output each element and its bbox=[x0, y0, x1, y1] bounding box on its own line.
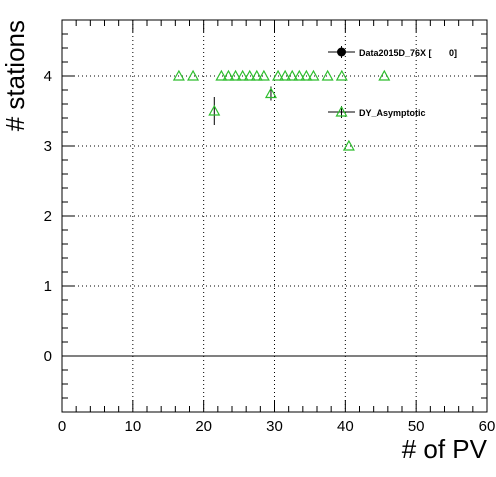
data-point-marker bbox=[257, 69, 270, 81]
x-tick-label: 50 bbox=[408, 418, 425, 435]
data-point-marker bbox=[250, 69, 263, 81]
grid-layer bbox=[62, 20, 487, 412]
y-tick-label: 0 bbox=[44, 348, 52, 365]
legend-label: Data2015D_76X [ 0] bbox=[359, 48, 457, 58]
x-tick-label: 40 bbox=[337, 418, 354, 435]
legend-marker-triangle bbox=[335, 105, 348, 117]
data-point-marker bbox=[172, 69, 185, 81]
y-axis-label: # stations bbox=[0, 20, 30, 131]
y-tick-label: 2 bbox=[44, 208, 52, 225]
legend-label: DY_Asymptotic bbox=[359, 108, 426, 118]
data-point-marker bbox=[300, 69, 313, 81]
x-axis-label: # of PV bbox=[402, 434, 488, 464]
data-point-marker bbox=[264, 87, 277, 99]
x-tick-label: 30 bbox=[266, 418, 283, 435]
data-point-marker bbox=[279, 69, 292, 81]
y-tick-label: 4 bbox=[44, 68, 52, 85]
data-point-marker bbox=[229, 69, 242, 81]
ticks-layer: 0 10 20 30 40 50 60 0 1 2 3 4 bbox=[44, 19, 496, 435]
data-point-marker bbox=[208, 104, 221, 116]
data-point-marker bbox=[286, 69, 299, 81]
legend-marker-circle bbox=[337, 47, 346, 57]
x-tick-label: 10 bbox=[124, 418, 141, 435]
marks-layer bbox=[172, 69, 391, 151]
data-point-marker bbox=[378, 69, 391, 81]
data-point-marker bbox=[321, 69, 334, 81]
data-point-marker bbox=[272, 69, 285, 81]
x-tick-label: 60 bbox=[479, 418, 496, 435]
data-point-marker bbox=[293, 69, 306, 81]
data-point-marker bbox=[243, 69, 256, 81]
data-point-marker bbox=[335, 69, 348, 81]
data-point-marker bbox=[222, 69, 235, 81]
x-tick-label: 20 bbox=[195, 418, 212, 435]
y-tick-label: 1 bbox=[44, 278, 52, 295]
data-point-marker bbox=[236, 69, 249, 81]
data-point-marker bbox=[187, 69, 200, 81]
y-tick-label: 3 bbox=[44, 138, 52, 155]
x-tick-label: 0 bbox=[58, 418, 66, 435]
legend: Data2015D_76X [ 0] DY_Asymptotic bbox=[328, 46, 457, 118]
data-point-marker bbox=[215, 69, 228, 81]
data-point-marker bbox=[307, 69, 320, 81]
data-point-marker bbox=[342, 139, 355, 151]
